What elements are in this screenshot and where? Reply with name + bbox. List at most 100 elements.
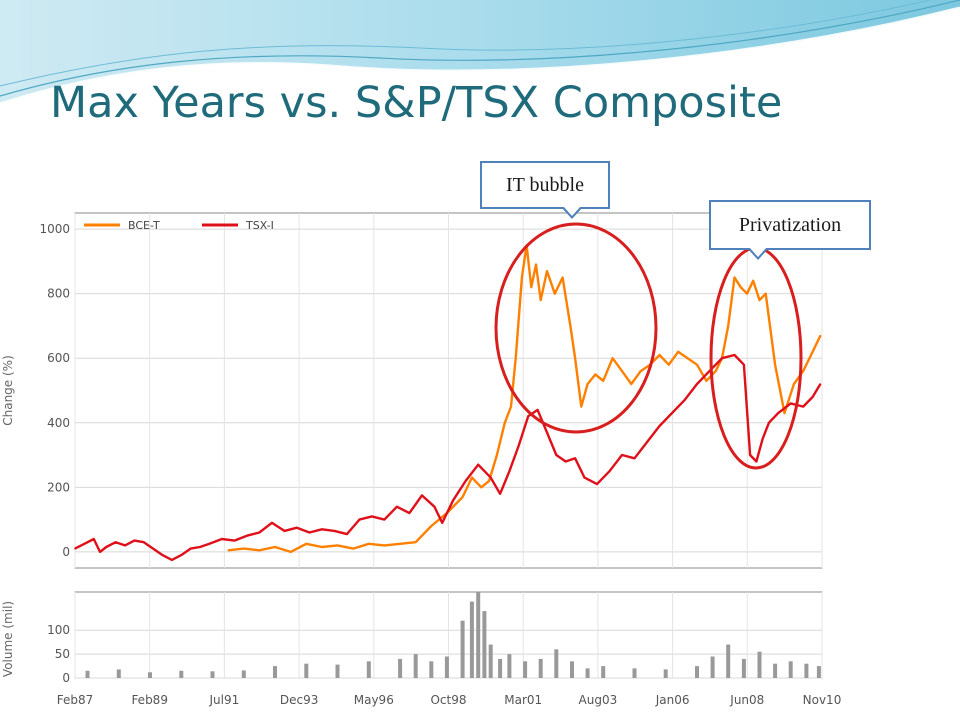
volume-bar (413, 654, 418, 678)
data-point-bce-t (733, 276, 736, 279)
volume-bar (335, 664, 340, 678)
data-point-tsx-i (246, 534, 248, 537)
data-point-bce-t (752, 280, 754, 282)
legend-label-bce-t: BCE-T (128, 219, 160, 232)
volume-bar (710, 656, 715, 678)
data-point-tsx-i (161, 554, 164, 556)
data-point-tsx-i (383, 518, 386, 521)
volume-bar (210, 671, 215, 678)
y-tick-label: 600 (47, 351, 70, 365)
data-point-tsx-i (105, 546, 108, 548)
data-point-bce-t (496, 454, 498, 456)
data-point-bce-t (530, 286, 533, 289)
data-point-tsx-i (477, 463, 480, 466)
volume-bar (726, 644, 731, 678)
data-point-bce-t (504, 422, 506, 424)
volume-bar (429, 661, 434, 678)
decorative-swoosh (0, 0, 960, 106)
data-point-bce-t (488, 480, 490, 482)
data-point-tsx-i (124, 544, 126, 547)
x-tick-label: Jul91 (209, 693, 240, 707)
y-tick-label: 1000 (39, 222, 70, 236)
data-point-tsx-i (819, 383, 822, 385)
data-point-tsx-i (233, 539, 236, 542)
data-point-bce-t (746, 292, 748, 295)
data-point-tsx-i (583, 476, 586, 479)
data-point-bce-t (414, 541, 417, 543)
callout-privatization-label: Privatization (738, 213, 842, 236)
volume-bar (570, 661, 574, 678)
volume-bar (273, 666, 277, 678)
data-point-bce-t (594, 373, 597, 376)
volume-bar (741, 658, 746, 678)
data-point-bce-t (658, 354, 661, 356)
data-point-tsx-i (608, 470, 611, 473)
data-point-bce-t (774, 363, 776, 366)
volume-axis-label: Volume (mil) (1, 601, 15, 677)
data-point-tsx-i (564, 460, 567, 463)
x-tick-label: Feb87 (57, 693, 94, 707)
volume-bar (601, 666, 606, 678)
data-point-bce-t (677, 351, 679, 353)
volume-bar (523, 661, 528, 678)
data-point-bce-t (305, 543, 308, 545)
data-point-tsx-i (396, 505, 398, 508)
data-point-bce-t (758, 299, 761, 301)
data-point-tsx-i (749, 454, 751, 456)
it-bubble-circle (494, 222, 658, 434)
volume-bar (488, 644, 493, 678)
y-tick-label: 400 (47, 416, 70, 430)
x-tick-label: Oct98 (430, 693, 466, 707)
volume-bar (241, 670, 246, 678)
data-point-tsx-i (333, 530, 336, 532)
data-point-tsx-i (646, 441, 648, 443)
volume-bar (773, 663, 778, 678)
volume-bar (804, 663, 809, 678)
data-point-bce-t (696, 363, 698, 366)
data-point-bce-t (227, 549, 229, 552)
data-point-tsx-i (527, 415, 529, 418)
data-point-tsx-i (433, 505, 436, 508)
data-point-tsx-i (721, 357, 723, 360)
slide-title: Max Years vs. S&P/TSX Composite (50, 78, 783, 128)
data-point-tsx-i (171, 559, 173, 561)
volume-bar (538, 658, 543, 678)
data-point-tsx-i (768, 422, 770, 424)
data-point-tsx-i (114, 541, 117, 543)
data-point-tsx-i (452, 499, 455, 502)
data-point-tsx-i (152, 547, 154, 550)
data-point-tsx-i (743, 363, 745, 366)
data-point-bce-t (383, 544, 386, 547)
data-point-bce-t (521, 276, 523, 279)
data-point-bce-t (399, 543, 401, 545)
y-tick-label: 200 (47, 480, 70, 494)
data-point-bce-t (243, 547, 245, 550)
data-point-tsx-i (733, 354, 736, 356)
volume-tick-label: 100 (47, 623, 70, 637)
data-point-tsx-i (683, 399, 686, 402)
data-point-bce-t (539, 299, 542, 301)
data-point-bce-t (630, 383, 633, 385)
data-point-bce-t (258, 549, 261, 552)
data-point-tsx-i (296, 526, 298, 529)
data-point-bce-t (546, 270, 548, 272)
volume-bar (179, 670, 184, 678)
data-point-tsx-i (546, 431, 548, 434)
data-point-bce-t (611, 357, 614, 360)
callout-privatization: Privatization (709, 200, 871, 260)
x-tick-label: Jan06 (655, 693, 690, 707)
volume-bar (695, 666, 699, 678)
volume-bar (788, 661, 793, 678)
data-point-tsx-i (621, 454, 623, 456)
data-point-tsx-i (696, 383, 698, 385)
data-point-bce-t (686, 357, 689, 360)
data-point-bce-t (580, 405, 583, 408)
data-point-bce-t (461, 496, 464, 498)
data-point-bce-t (586, 383, 589, 385)
data-point-tsx-i (761, 438, 764, 440)
volume-bar (816, 666, 821, 678)
data-point-bce-t (569, 325, 572, 327)
data-point-bce-t (471, 476, 473, 479)
